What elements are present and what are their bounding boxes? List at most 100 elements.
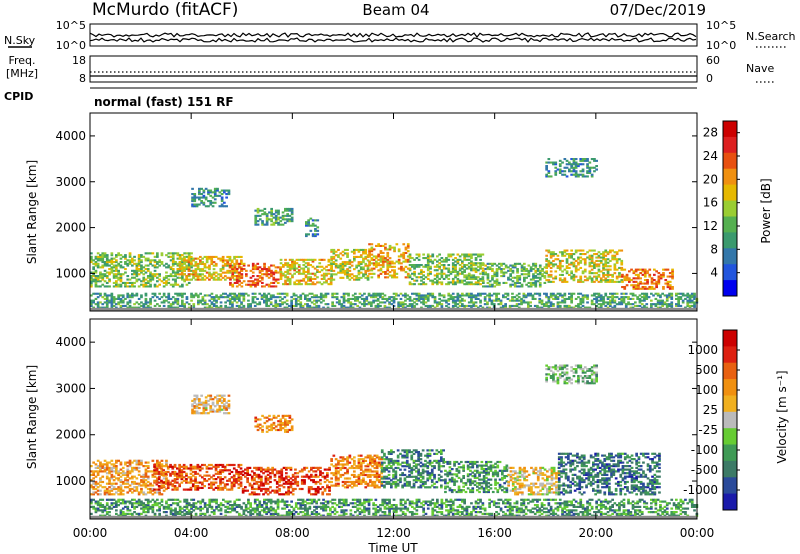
velocity-echo-cell xyxy=(294,482,297,485)
power-echo-cell xyxy=(105,306,109,309)
power-echo-cell xyxy=(117,278,120,281)
velocity-echo-cell xyxy=(182,476,186,479)
power-echo-cell xyxy=(508,299,512,302)
power-echo-cell xyxy=(240,276,244,279)
power-echo-cell xyxy=(183,273,186,276)
power-echo-cell xyxy=(436,279,439,282)
power-echo-cell xyxy=(577,163,580,166)
power-echo-cell xyxy=(536,306,539,309)
velocity-echo-cell xyxy=(165,477,168,480)
power-echo-cell xyxy=(254,221,258,224)
power-echo-cell xyxy=(202,196,206,199)
power-echo-cell xyxy=(604,265,608,268)
power-echo-cell xyxy=(634,294,637,297)
power-echo-cell xyxy=(507,266,510,269)
power-echo-cell xyxy=(543,303,546,306)
power-echo-cell xyxy=(384,260,387,263)
power-echo-cell xyxy=(458,299,462,302)
velocity-echo-cell xyxy=(316,475,320,478)
power-echo-cell xyxy=(663,301,667,304)
power-echo-cell xyxy=(196,276,200,279)
power-echo-cell xyxy=(117,301,120,304)
power-echo-cell xyxy=(413,306,416,309)
velocity-echo-cell xyxy=(221,469,225,472)
power-echo-cell xyxy=(367,294,371,297)
velocity-echo-cell xyxy=(115,482,118,485)
power-echo-cell xyxy=(103,294,107,297)
power-echo-cell xyxy=(176,252,180,255)
power-echo-cell xyxy=(447,258,451,261)
velocity-echo-cell xyxy=(92,477,95,480)
power-echo-cell xyxy=(197,299,200,302)
power-echo-cell xyxy=(461,253,464,256)
power-echo-cell xyxy=(581,294,585,297)
velocity-echo-cell xyxy=(250,493,254,496)
power-echo-cell xyxy=(451,253,455,256)
power-echo-cell xyxy=(522,292,526,295)
power-echo-cell xyxy=(595,296,598,299)
power-echo-cell xyxy=(532,273,535,276)
power-echo-cell xyxy=(465,258,469,261)
power-echo-cell xyxy=(547,263,551,266)
power-echo-cell xyxy=(99,255,102,258)
power-echo-cell xyxy=(440,270,444,273)
velocity-echo-cell xyxy=(178,472,181,475)
velocity-echo-cell xyxy=(119,472,123,475)
power-echo-cell xyxy=(474,294,478,297)
power-echo-cell xyxy=(602,251,605,254)
power-echo-cell xyxy=(534,269,538,272)
power-echo-cell xyxy=(372,262,376,265)
power-echo-cell xyxy=(200,200,203,203)
power-echo-cell xyxy=(536,269,540,272)
power-echo-cell xyxy=(210,259,214,262)
power-echo-cell xyxy=(194,294,198,297)
velocity-echo-cell xyxy=(94,466,98,469)
velocity-echo-cell xyxy=(131,461,134,464)
power-echo-cell xyxy=(99,273,102,276)
power-echo-cell xyxy=(586,256,589,259)
power-echo-cell xyxy=(640,299,644,302)
power-echo-cell xyxy=(653,279,656,282)
power-echo-cell xyxy=(308,292,312,295)
velocity-echo-cell xyxy=(307,470,311,473)
velocity-echo-cell xyxy=(115,491,118,494)
velocity-echo-cell xyxy=(131,470,134,473)
velocity-echo-cell xyxy=(182,465,186,468)
power-echo-cell xyxy=(665,297,669,300)
power-echo-cell xyxy=(307,224,310,227)
power-echo-cell xyxy=(472,301,476,304)
power-echo-cell xyxy=(137,262,141,265)
velocity-echo-cell xyxy=(280,477,284,480)
power-echo-cell xyxy=(315,306,318,309)
power-echo-cell xyxy=(103,285,107,288)
velocity-echo-cell xyxy=(323,480,327,484)
power-echo-cell xyxy=(498,283,501,286)
power-echo-cell xyxy=(217,278,220,281)
power-echo-cell xyxy=(105,262,109,265)
power-echo-cell xyxy=(251,280,255,283)
power-echo-cell xyxy=(417,292,421,295)
power-echo-cell xyxy=(320,274,324,277)
power-echo-cell xyxy=(511,271,515,274)
power-echo-cell xyxy=(368,251,371,254)
velocity-echo-cell xyxy=(316,489,320,492)
power-echo-cell xyxy=(220,196,224,199)
velocity-echo-cell xyxy=(339,473,343,477)
power-echo-cell xyxy=(620,297,624,300)
velocity-echo-cell xyxy=(357,473,361,477)
velocity-echo-cell xyxy=(271,489,274,492)
velocity-echo-cell xyxy=(357,475,361,478)
power-echo-cell xyxy=(256,207,260,210)
power-echo-cell xyxy=(219,296,223,299)
power-echo-cell xyxy=(322,267,326,270)
power-echo-cell xyxy=(283,306,287,309)
power-echo-cell xyxy=(364,273,368,276)
power-echo-cell xyxy=(541,268,544,271)
power-echo-cell xyxy=(625,277,629,280)
velocity-echo-cell xyxy=(182,488,186,491)
power-echo-cell xyxy=(447,269,451,272)
power-echo-cell xyxy=(108,259,111,262)
freq-unit-label: [MHz] xyxy=(6,67,38,80)
power-echo-cell xyxy=(632,277,636,280)
power-echo-cell xyxy=(101,254,105,257)
